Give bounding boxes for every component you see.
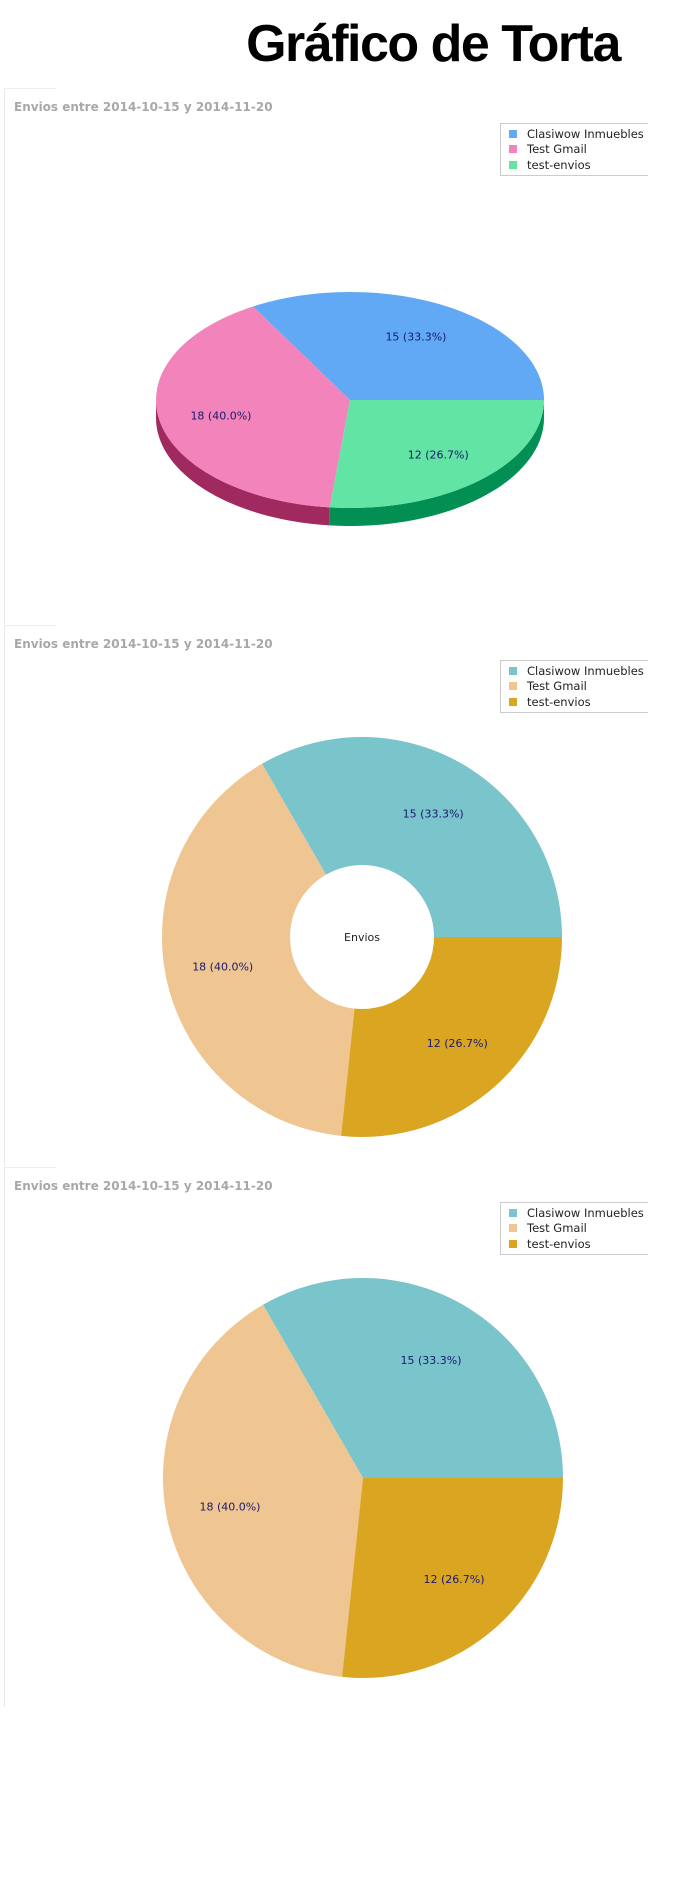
legend-item[interactable]: test-envios xyxy=(507,1236,648,1252)
chart-canvas: 15 (33.3%) 18 (40.0%) 12 (26.7%) Envios xyxy=(162,737,562,1137)
slice-data-label: 12 (26.7%) xyxy=(427,1037,488,1050)
pie-slice-0[interactable] xyxy=(262,737,562,937)
slice-data-label: 15 (33.3%) xyxy=(403,808,464,821)
slice-data-label: 12 (26.7%) xyxy=(408,449,469,462)
legend-swatch-0 xyxy=(509,666,517,675)
pie-slice-1[interactable] xyxy=(162,1304,363,1677)
chart-title: Envios entre 2014-10-15 y 2014-11-20 xyxy=(14,637,273,651)
panel-frame xyxy=(4,625,56,1165)
legend-item[interactable]: test-envios xyxy=(507,694,648,710)
legend-label: Clasiwow Inmuebles xyxy=(527,1205,644,1220)
pie-slice-2[interactable] xyxy=(329,400,544,508)
legend-label: test-envios xyxy=(527,694,591,709)
panel-frame xyxy=(4,88,56,624)
legend-swatch-1 xyxy=(509,145,517,154)
legend-item[interactable]: Test Gmail xyxy=(507,679,648,695)
slice-data-label: 15 (33.3%) xyxy=(400,1354,461,1367)
pie-slice-1[interactable] xyxy=(155,306,350,508)
legend-swatch-1 xyxy=(509,682,517,691)
donut-center-label: Envios xyxy=(344,931,380,944)
slice-data-label: 18 (40.0%) xyxy=(192,961,253,974)
legend-label: Test Gmail xyxy=(527,679,587,694)
pie-slice-0[interactable] xyxy=(263,1278,563,1478)
legend-swatch-2 xyxy=(509,160,517,169)
chart-legend: Clasiwow Inmuebles Test Gmail test-envio… xyxy=(500,1202,648,1255)
pie-side-walls xyxy=(156,400,544,526)
pie-slice-2[interactable] xyxy=(342,1478,563,1678)
legend-item[interactable]: Clasiwow Inmuebles xyxy=(507,1205,648,1221)
legend-label: Clasiwow Inmuebles xyxy=(527,126,644,141)
legend-label: test-envios xyxy=(527,157,591,172)
page-title: Gráfico de Torta xyxy=(246,15,621,73)
chart-legend: Clasiwow Inmuebles Test Gmail test-envio… xyxy=(500,660,648,713)
slice-data-label: 18 (40.0%) xyxy=(190,409,251,422)
legend-item[interactable]: test-envios xyxy=(507,157,648,173)
legend-swatch-2 xyxy=(509,697,517,706)
chart-canvas: 15 (33.3%) 18 (40.0%) 12 (26.7%) xyxy=(155,292,544,526)
panel-frame xyxy=(4,1167,56,1707)
legend-item[interactable]: Test Gmail xyxy=(507,142,648,158)
slice-data-label: 12 (26.7%) xyxy=(423,1573,484,1586)
pie-side-wall xyxy=(329,400,544,526)
pie-side-wall xyxy=(156,400,330,526)
chart-title: Envios entre 2014-10-15 y 2014-11-20 xyxy=(14,100,273,114)
chart-canvas: 15 (33.3%) 18 (40.0%) 12 (26.7%) xyxy=(162,1278,563,1678)
pie-slice-2[interactable] xyxy=(341,937,562,1137)
legend-swatch-2 xyxy=(509,1239,517,1248)
legend-label: Test Gmail xyxy=(527,1221,587,1236)
legend-item[interactable]: Clasiwow Inmuebles xyxy=(507,126,648,142)
legend-swatch-0 xyxy=(509,1208,517,1217)
slice-data-label: 18 (40.0%) xyxy=(199,1500,260,1513)
donut-chart: Envios entre 2014-10-15 y 2014-11-20 15 … xyxy=(4,625,648,1165)
legend-item[interactable]: Test Gmail xyxy=(507,1221,648,1237)
legend-label: test-envios xyxy=(527,1236,591,1251)
legend-label: Test Gmail xyxy=(527,142,587,157)
legend-item[interactable]: Clasiwow Inmuebles xyxy=(507,663,648,679)
pie-chart-3d: Envios entre 2014-10-15 y 2014-11-20 15 … xyxy=(4,88,648,624)
chart-legend: Clasiwow Inmuebles Test Gmail test-envio… xyxy=(500,123,648,176)
chart-title: Envios entre 2014-10-15 y 2014-11-20 xyxy=(14,1179,273,1193)
pie-slice-1[interactable] xyxy=(162,763,355,1136)
slice-data-label: 15 (33.3%) xyxy=(385,330,446,343)
pie-slice-0[interactable] xyxy=(253,292,544,400)
pie-chart-flat: Envios entre 2014-10-15 y 2014-11-20 15 … xyxy=(4,1167,648,1707)
legend-swatch-1 xyxy=(509,1224,517,1233)
legend-swatch-0 xyxy=(509,129,517,138)
legend-label: Clasiwow Inmuebles xyxy=(527,663,644,678)
